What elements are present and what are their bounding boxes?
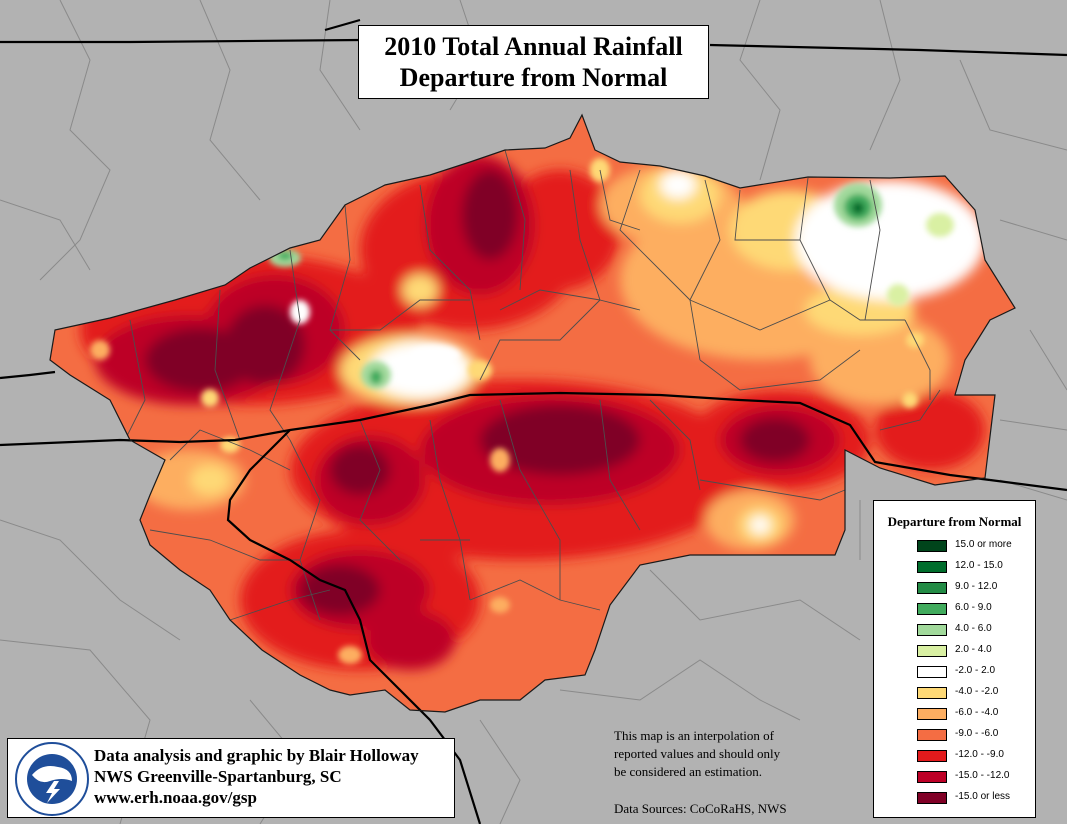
legend-swatch xyxy=(917,792,947,804)
legend-swatch xyxy=(917,624,947,636)
legend-swatch xyxy=(917,708,947,720)
legend-label: 12.0 - 15.0 xyxy=(955,560,1003,571)
legend-label: 2.0 - 4.0 xyxy=(955,644,992,655)
legend-swatch xyxy=(917,540,947,552)
credit-line-1: Data analysis and graphic by Blair Hollo… xyxy=(94,746,419,765)
title-line-2: Departure from Normal xyxy=(399,63,668,92)
legend-swatch xyxy=(917,561,947,573)
interpolation-note: This map is an interpolation of reported… xyxy=(614,727,780,781)
credit-line-3: www.erh.noaa.gov/gsp xyxy=(94,788,257,807)
data-sources: Data Sources: CoCoRaHS, NWS xyxy=(614,801,787,816)
legend-swatch xyxy=(917,750,947,762)
legend-label: -2.0 - 2.0 xyxy=(955,665,996,676)
legend-label: -12.0 - -9.0 xyxy=(955,749,1004,760)
legend-label: 9.0 - 12.0 xyxy=(955,581,998,592)
legend-swatch xyxy=(917,645,947,657)
legend-label: -6.0 - -4.0 xyxy=(955,707,999,718)
legend-label: -4.0 - -2.0 xyxy=(955,686,999,697)
note-line-1: This map is an interpolation of xyxy=(614,728,774,743)
map-title: 2010 Total Annual Rainfall Departure fro… xyxy=(358,25,709,99)
legend-label: 15.0 or more xyxy=(955,539,1012,550)
legend-label: -15.0 or less xyxy=(955,791,1011,802)
legend-swatch xyxy=(917,687,947,699)
note-line-2: reported values and should only xyxy=(614,746,781,761)
state-boundaries xyxy=(0,18,1067,824)
legend-label: -15.0 - -12.0 xyxy=(955,770,1010,781)
legend-swatch xyxy=(917,666,947,678)
legend-swatch xyxy=(917,603,947,615)
legend-swatch xyxy=(917,771,947,783)
title-line-1: 2010 Total Annual Rainfall xyxy=(384,32,683,61)
legend-title: Departure from Normal xyxy=(887,514,1022,529)
credit-box: Data analysis and graphic by Blair Hollo… xyxy=(7,738,455,818)
legend-label: 6.0 - 9.0 xyxy=(955,602,992,613)
legend: Departure from Normal 15.0 or more 12.0 -… xyxy=(873,500,1036,818)
legend-label: -9.0 - -6.0 xyxy=(955,728,999,739)
nws-logo-icon xyxy=(15,742,89,816)
credit-line-2: NWS Greenville-Spartanburg, SC xyxy=(94,767,342,786)
legend-label: 4.0 - 6.0 xyxy=(955,623,992,634)
note-line-3: be considered an estimation. xyxy=(614,764,763,779)
legend-swatch xyxy=(917,729,947,741)
legend-swatch xyxy=(917,582,947,594)
region-outline xyxy=(49,113,1016,713)
